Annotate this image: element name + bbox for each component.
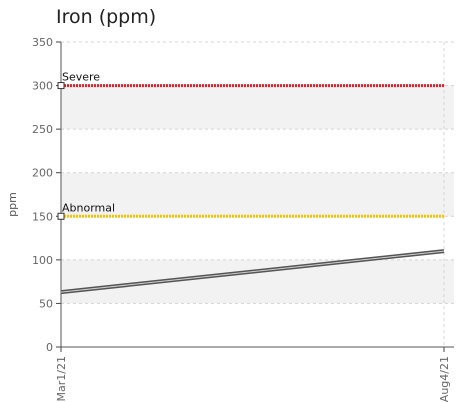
y-tick-label: 200 [32,167,53,180]
x-tick-labels: Mar1/21 Aug4/21 [55,356,451,402]
x-tick-label: Aug4/21 [438,356,451,402]
background-bands [61,85,454,304]
y-axis-label: ppm [6,192,19,217]
x-tick-label: Mar1/21 [55,356,68,401]
y-tick-label: 300 [32,80,53,93]
grid-band [61,259,454,304]
grid-band [61,172,454,217]
y-tick-label: 250 [32,123,53,136]
reference-lines: Severe Abnormal [57,71,445,220]
y-tick-labels: 0 50 100 150 200 250 300 350 [32,36,53,354]
axes [56,41,454,352]
y-tick-label: 350 [32,36,53,49]
series-lines [60,249,445,295]
y-tick-label: 100 [32,254,53,267]
threshold-marker-abnormal [57,212,65,220]
series-line-highlight [60,250,445,293]
threshold-label-severe: Severe [62,71,100,84]
y-tick-label: 150 [32,210,53,223]
threshold-marker-severe [57,82,65,90]
grid-band [61,85,454,130]
y-tick-label: 0 [46,341,53,354]
threshold-label-abnormal: Abnormal [62,201,115,214]
chart-title: Iron (ppm) [56,6,157,28]
y-tick-label: 50 [39,297,53,310]
